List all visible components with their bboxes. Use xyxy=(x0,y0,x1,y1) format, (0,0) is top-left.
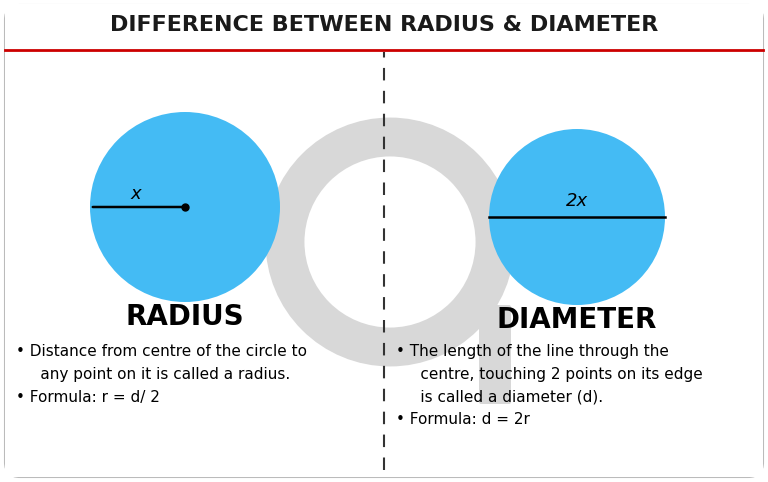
Text: 2x: 2x xyxy=(566,192,588,210)
Bar xyxy=(5,4,763,50)
FancyBboxPatch shape xyxy=(479,305,511,404)
Text: DIFFERENCE BETWEEN RADIUS & DIAMETER: DIFFERENCE BETWEEN RADIUS & DIAMETER xyxy=(110,15,658,35)
Circle shape xyxy=(489,129,665,305)
Circle shape xyxy=(90,112,280,302)
Text: • Distance from centre of the circle to
     any point on it is called a radius.: • Distance from centre of the circle to … xyxy=(16,344,307,404)
FancyBboxPatch shape xyxy=(5,5,763,477)
Text: DIAMETER: DIAMETER xyxy=(497,306,657,334)
Bar xyxy=(5,50,763,477)
Text: x: x xyxy=(131,185,141,203)
Text: RADIUS: RADIUS xyxy=(126,303,244,331)
Text: • The length of the line through the
     centre, touching 2 points on its edge
: • The length of the line through the cen… xyxy=(396,344,703,428)
